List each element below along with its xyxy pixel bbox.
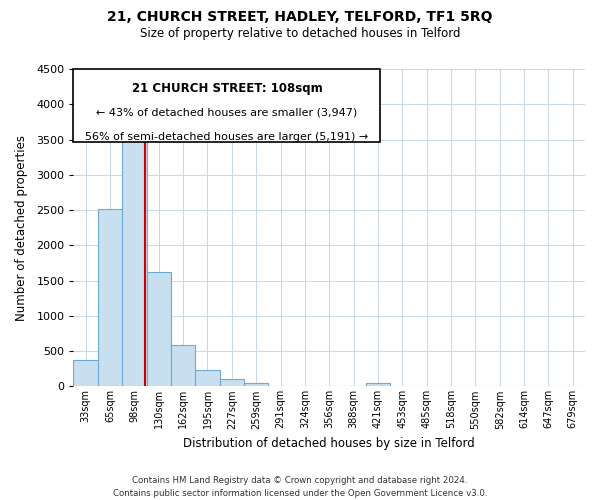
- Bar: [73, 360, 98, 386]
- Bar: [366, 383, 390, 386]
- Bar: [220, 380, 244, 386]
- X-axis label: Distribution of detached houses by size in Telford: Distribution of detached houses by size …: [184, 437, 475, 450]
- Bar: [122, 126, 146, 386]
- Y-axis label: Number of detached properties: Number of detached properties: [15, 134, 28, 320]
- Bar: [98, 210, 122, 386]
- Text: Contains HM Land Registry data © Crown copyright and database right 2024.
Contai: Contains HM Land Registry data © Crown c…: [113, 476, 487, 498]
- Bar: [171, 345, 195, 387]
- FancyBboxPatch shape: [73, 69, 380, 142]
- Text: Size of property relative to detached houses in Telford: Size of property relative to detached ho…: [140, 28, 460, 40]
- Text: 21, CHURCH STREET, HADLEY, TELFORD, TF1 5RQ: 21, CHURCH STREET, HADLEY, TELFORD, TF1 …: [107, 10, 493, 24]
- Text: ← 43% of detached houses are smaller (3,947): ← 43% of detached houses are smaller (3,…: [97, 107, 358, 117]
- Bar: [195, 370, 220, 386]
- Bar: [244, 382, 268, 386]
- Text: 21 CHURCH STREET: 108sqm: 21 CHURCH STREET: 108sqm: [131, 82, 322, 94]
- Text: 56% of semi-detached houses are larger (5,191) →: 56% of semi-detached houses are larger (…: [85, 132, 368, 142]
- Bar: [146, 272, 171, 386]
